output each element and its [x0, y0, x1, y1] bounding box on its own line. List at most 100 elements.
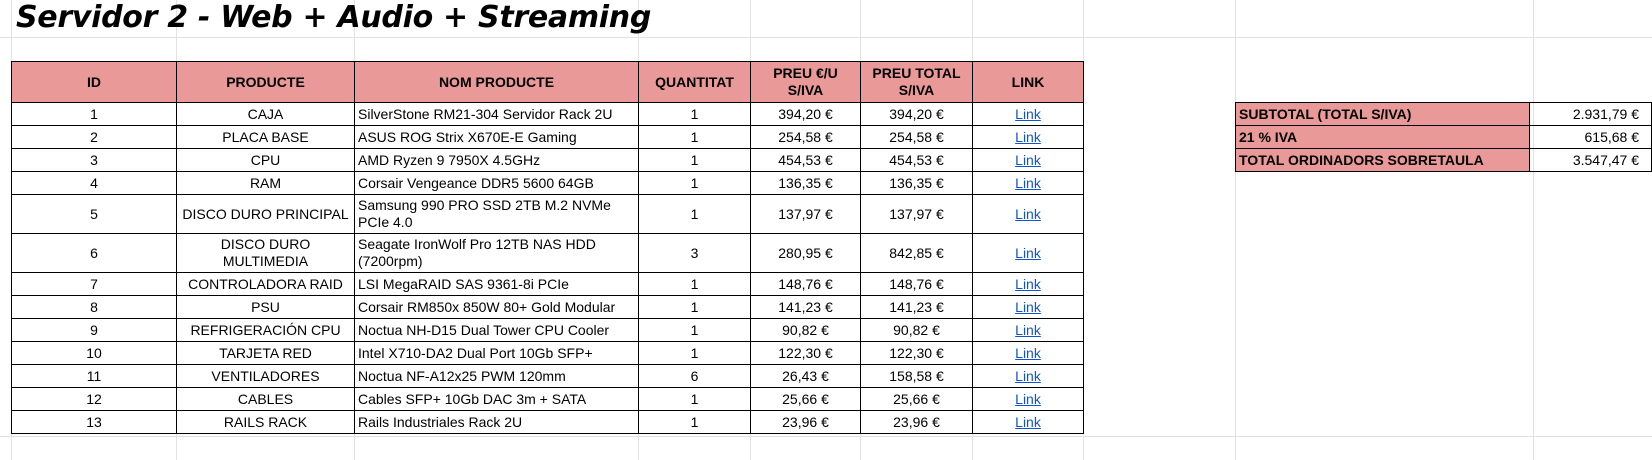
cell-quantitat[interactable]: 1	[638, 318, 751, 342]
cell-link[interactable]: Link	[972, 410, 1084, 434]
cell-producte[interactable]: TARJETA RED	[176, 341, 355, 365]
cell-link[interactable]: Link	[972, 387, 1084, 411]
header-nom-producte[interactable]: NOM PRODUCTE	[354, 61, 639, 103]
cell-nom-producte[interactable]: Samsung 990 PRO SSD 2TB M.2 NVMe PCIe 4.…	[354, 194, 639, 234]
cell-preu-unitari[interactable]: 141,23 €	[750, 295, 861, 319]
cell-id[interactable]: 12	[11, 387, 177, 411]
cell-link[interactable]: Link	[972, 318, 1084, 342]
cell-preu-unitari[interactable]: 136,35 €	[750, 171, 861, 195]
cell-quantitat[interactable]: 1	[638, 171, 751, 195]
product-link[interactable]: Link	[1015, 174, 1041, 191]
cell-id[interactable]: 3	[11, 148, 177, 172]
cell-preu-total[interactable]: 25,66 €	[860, 387, 973, 411]
cell-nom-producte[interactable]: ASUS ROG Strix X670E-E Gaming	[354, 125, 639, 149]
cell-nom-producte[interactable]: SilverStone RM21-304 Servidor Rack 2U	[354, 102, 639, 126]
product-link[interactable]: Link	[1015, 275, 1041, 292]
cell-link[interactable]: Link	[972, 148, 1084, 172]
summary-value[interactable]: 2.931,79 €	[1528, 102, 1652, 126]
cell-link[interactable]: Link	[972, 341, 1084, 365]
cell-id[interactable]: 4	[11, 171, 177, 195]
summary-label[interactable]: 21 % IVA	[1235, 125, 1530, 149]
cell-producte[interactable]: RAM	[176, 171, 355, 195]
header-id[interactable]: ID	[11, 61, 177, 103]
cell-id[interactable]: 9	[11, 318, 177, 342]
summary-label[interactable]: SUBTOTAL (TOTAL S/IVA)	[1235, 102, 1530, 126]
cell-link[interactable]: Link	[972, 125, 1084, 149]
cell-preu-unitari[interactable]: 280,95 €	[750, 233, 861, 273]
cell-preu-total[interactable]: 122,30 €	[860, 341, 973, 365]
header-producte[interactable]: PRODUCTE	[176, 61, 355, 103]
cell-preu-unitari[interactable]: 23,96 €	[750, 410, 861, 434]
cell-preu-total[interactable]: 137,97 €	[860, 194, 973, 234]
cell-id[interactable]: 13	[11, 410, 177, 434]
cell-nom-producte[interactable]: Noctua NH-D15 Dual Tower CPU Cooler	[354, 318, 639, 342]
cell-preu-total[interactable]: 136,35 €	[860, 171, 973, 195]
cell-link[interactable]: Link	[972, 295, 1084, 319]
cell-quantitat[interactable]: 1	[638, 194, 751, 234]
cell-producte[interactable]: CABLES	[176, 387, 355, 411]
cell-link[interactable]: Link	[972, 272, 1084, 296]
cell-producte[interactable]: CAJA	[176, 102, 355, 126]
cell-id[interactable]: 10	[11, 341, 177, 365]
cell-preu-total[interactable]: 90,82 €	[860, 318, 973, 342]
cell-nom-producte[interactable]: Cables SFP+ 10Gb DAC 3m + SATA	[354, 387, 639, 411]
product-link[interactable]: Link	[1015, 151, 1041, 168]
cell-preu-total[interactable]: 454,53 €	[860, 148, 973, 172]
product-link[interactable]: Link	[1015, 413, 1041, 430]
cell-quantitat[interactable]: 1	[638, 148, 751, 172]
cell-producte[interactable]: VENTILADORES	[176, 364, 355, 388]
cell-link[interactable]: Link	[972, 233, 1084, 273]
cell-nom-producte[interactable]: Noctua NF-A12x25 PWM 120mm	[354, 364, 639, 388]
cell-preu-total[interactable]: 141,23 €	[860, 295, 973, 319]
cell-preu-unitari[interactable]: 122,30 €	[750, 341, 861, 365]
cell-link[interactable]: Link	[972, 171, 1084, 195]
cell-preu-unitari[interactable]: 137,97 €	[750, 194, 861, 234]
cell-nom-producte[interactable]: Seagate IronWolf Pro 12TB NAS HDD (7200r…	[354, 233, 639, 273]
cell-quantitat[interactable]: 1	[638, 387, 751, 411]
cell-quantitat[interactable]: 1	[638, 102, 751, 126]
cell-quantitat[interactable]: 1	[638, 341, 751, 365]
cell-nom-producte[interactable]: Rails Industriales Rack 2U	[354, 410, 639, 434]
cell-preu-unitari[interactable]: 25,66 €	[750, 387, 861, 411]
summary-value[interactable]: 3.547,47 €	[1528, 148, 1652, 172]
product-link[interactable]: Link	[1015, 244, 1041, 261]
cell-quantitat[interactable]: 3	[638, 233, 751, 273]
product-link[interactable]: Link	[1015, 344, 1041, 361]
product-link[interactable]: Link	[1015, 205, 1041, 222]
cell-quantitat[interactable]: 1	[638, 410, 751, 434]
cell-producte[interactable]: PSU	[176, 295, 355, 319]
cell-preu-total[interactable]: 394,20 €	[860, 102, 973, 126]
cell-id[interactable]: 7	[11, 272, 177, 296]
product-link[interactable]: Link	[1015, 105, 1041, 122]
product-link[interactable]: Link	[1015, 321, 1041, 338]
cell-producte[interactable]: CPU	[176, 148, 355, 172]
cell-id[interactable]: 8	[11, 295, 177, 319]
cell-producte[interactable]: DISCO DURO MULTIMEDIA	[176, 233, 355, 273]
cell-preu-total[interactable]: 254,58 €	[860, 125, 973, 149]
cell-producte[interactable]: CONTROLADORA RAID	[176, 272, 355, 296]
cell-quantitat[interactable]: 6	[638, 364, 751, 388]
cell-preu-unitari[interactable]: 454,53 €	[750, 148, 861, 172]
cell-preu-total[interactable]: 158,58 €	[860, 364, 973, 388]
cell-quantitat[interactable]: 1	[638, 125, 751, 149]
cell-producte[interactable]: RAILS RACK	[176, 410, 355, 434]
summary-value[interactable]: 615,68 €	[1528, 125, 1652, 149]
header-preu-unitari[interactable]: PREU €/U S/IVA	[750, 61, 861, 103]
summary-label[interactable]: TOTAL ORDINADORS SOBRETAULA	[1235, 148, 1530, 172]
cell-id[interactable]: 2	[11, 125, 177, 149]
cell-nom-producte[interactable]: Intel X710-DA2 Dual Port 10Gb SFP+	[354, 341, 639, 365]
cell-nom-producte[interactable]: AMD Ryzen 9 7950X 4.5GHz	[354, 148, 639, 172]
cell-preu-unitari[interactable]: 26,43 €	[750, 364, 861, 388]
product-link[interactable]: Link	[1015, 367, 1041, 384]
cell-nom-producte[interactable]: Corsair Vengeance DDR5 5600 64GB	[354, 171, 639, 195]
cell-nom-producte[interactable]: LSI MegaRAID SAS 9361-8i PCIe	[354, 272, 639, 296]
header-link[interactable]: LINK	[972, 61, 1084, 103]
cell-id[interactable]: 6	[11, 233, 177, 273]
cell-preu-unitari[interactable]: 90,82 €	[750, 318, 861, 342]
cell-preu-total[interactable]: 148,76 €	[860, 272, 973, 296]
cell-id[interactable]: 11	[11, 364, 177, 388]
cell-preu-total[interactable]: 23,96 €	[860, 410, 973, 434]
cell-quantitat[interactable]: 1	[638, 272, 751, 296]
product-link[interactable]: Link	[1015, 390, 1041, 407]
cell-link[interactable]: Link	[972, 194, 1084, 234]
